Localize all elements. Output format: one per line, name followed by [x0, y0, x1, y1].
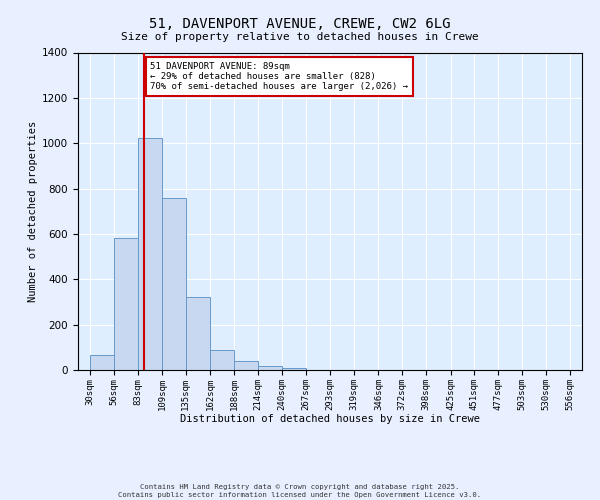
- Bar: [234, 361, 258, 370]
- Text: 51, DAVENPORT AVENUE, CREWE, CW2 6LG: 51, DAVENPORT AVENUE, CREWE, CW2 6LG: [149, 18, 451, 32]
- Text: Contains HM Land Registry data © Crown copyright and database right 2025.
Contai: Contains HM Land Registry data © Crown c…: [118, 484, 482, 498]
- Bar: [211, 350, 234, 370]
- Bar: [258, 366, 281, 370]
- Bar: [162, 198, 186, 370]
- Bar: [138, 138, 162, 370]
- Bar: [281, 368, 306, 370]
- X-axis label: Distribution of detached houses by size in Crewe: Distribution of detached houses by size …: [180, 414, 480, 424]
- Text: Size of property relative to detached houses in Crewe: Size of property relative to detached ho…: [121, 32, 479, 42]
- Bar: [186, 298, 211, 370]
- Text: 51 DAVENPORT AVENUE: 89sqm
← 29% of detached houses are smaller (828)
70% of sem: 51 DAVENPORT AVENUE: 89sqm ← 29% of deta…: [150, 62, 408, 92]
- Bar: [90, 354, 113, 370]
- Bar: [113, 238, 138, 370]
- Y-axis label: Number of detached properties: Number of detached properties: [28, 120, 38, 302]
